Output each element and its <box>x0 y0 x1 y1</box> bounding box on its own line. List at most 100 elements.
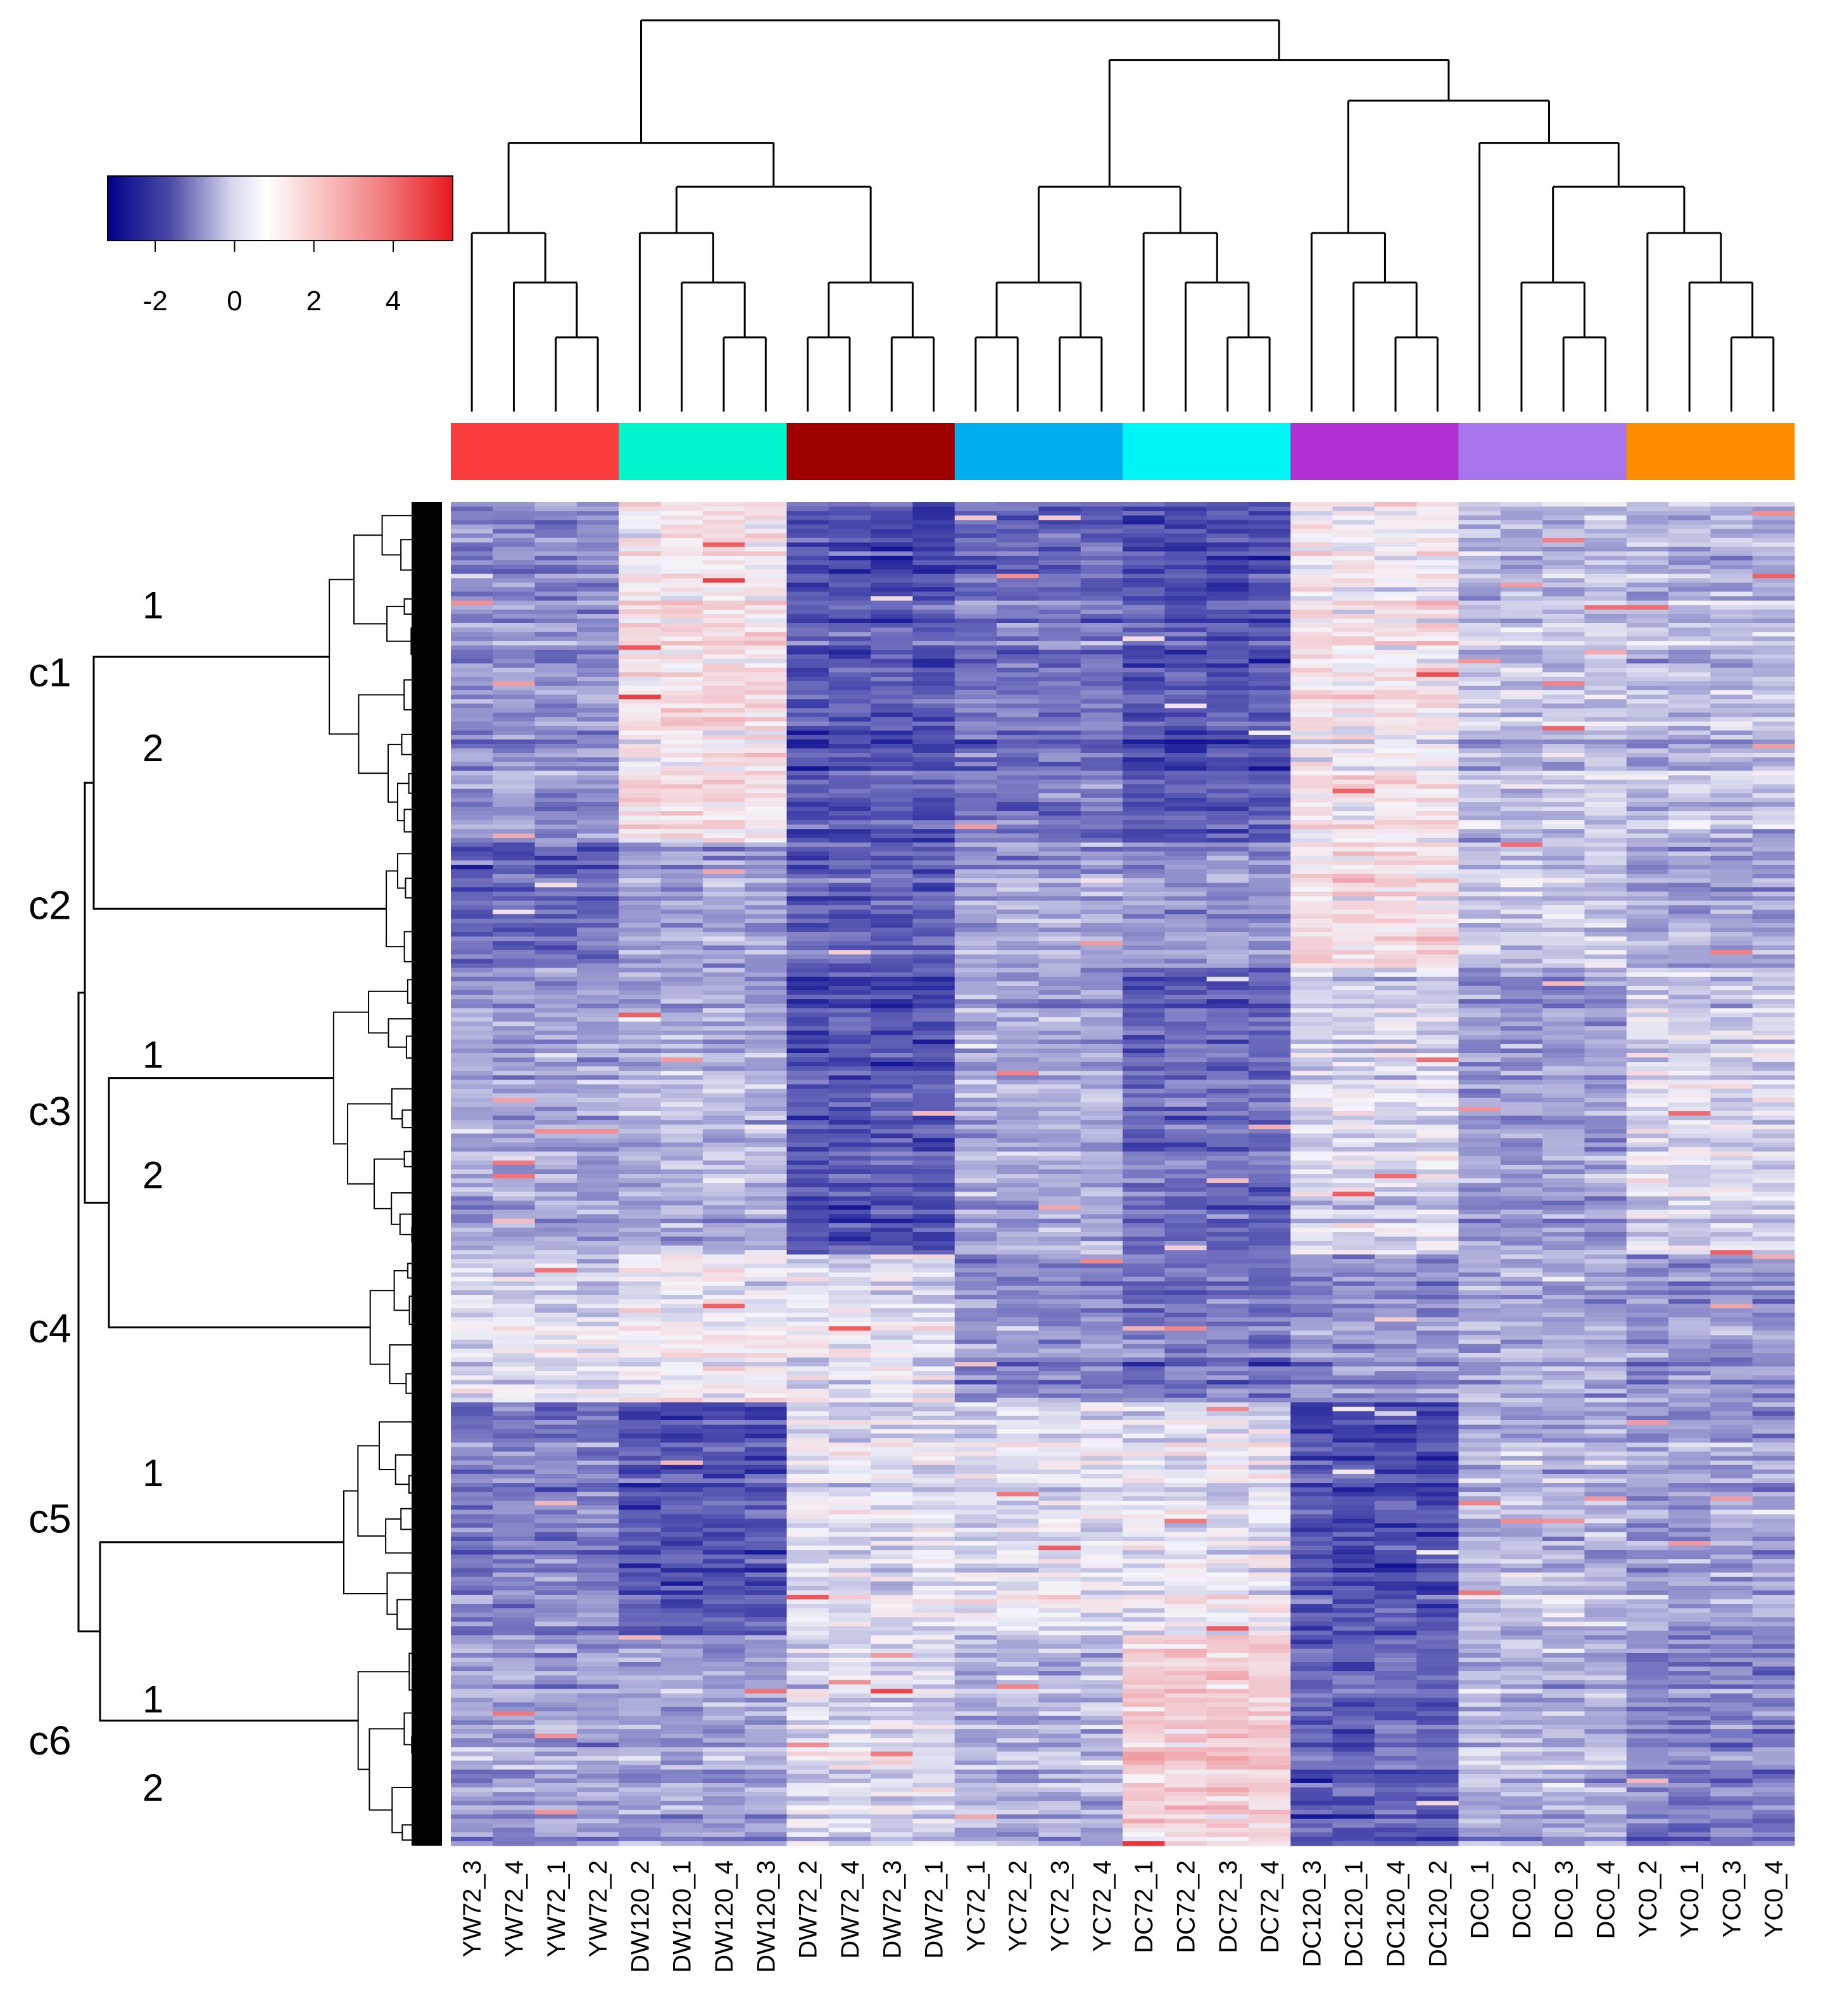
heatmap-cell <box>828 936 871 942</box>
heatmap-cell <box>1668 658 1711 664</box>
heatmap-cell <box>576 609 619 615</box>
heatmap-cell <box>1752 1102 1795 1107</box>
heatmap-cell <box>912 511 955 516</box>
heatmap-cell <box>745 1035 788 1040</box>
heatmap-cell <box>1500 909 1543 915</box>
heatmap-cell <box>1374 883 1417 888</box>
heatmap-cell <box>1248 896 1291 902</box>
heatmap-cell <box>1416 797 1459 803</box>
heatmap-cell <box>1416 860 1459 866</box>
heatmap-cell <box>997 551 1039 557</box>
heatmap-cell <box>1332 900 1375 906</box>
heatmap-cell <box>1290 686 1333 691</box>
heatmap-cell <box>493 1102 536 1107</box>
heatmap-cell <box>1584 891 1627 897</box>
heatmap-cell <box>1290 985 1333 991</box>
heatmap-cell <box>1542 712 1585 718</box>
heatmap-cell <box>1164 1043 1207 1049</box>
heatmap-cell <box>786 985 829 991</box>
heatmap-cell <box>1500 708 1543 714</box>
heatmap-cell <box>745 936 788 942</box>
heatmap-cell <box>745 743 788 749</box>
heatmap-cell <box>745 618 788 624</box>
heatmap-cell <box>1458 672 1501 677</box>
heatmap-cell <box>1458 976 1501 982</box>
heatmap-cell <box>1500 1106 1543 1112</box>
heatmap-cell <box>1123 963 1165 969</box>
heatmap-cell <box>619 766 662 771</box>
heatmap-cell <box>1206 663 1249 669</box>
heatmap-cell <box>1458 726 1501 731</box>
heatmap-cell <box>1206 641 1249 646</box>
heatmap-cell <box>576 811 619 816</box>
heatmap-cell <box>1123 1071 1165 1076</box>
heatmap-cell <box>534 874 577 879</box>
heatmap-cell <box>702 1147 745 1152</box>
heatmap-cell <box>828 641 871 646</box>
heatmap-cell <box>1332 1075 1375 1081</box>
heatmap-cell <box>1626 695 1669 700</box>
heatmap-cell <box>1038 658 1081 664</box>
heatmap-cell <box>619 681 662 686</box>
heatmap-cell <box>786 900 829 906</box>
heatmap-cell <box>1710 811 1753 816</box>
heatmap-cell <box>1500 627 1543 633</box>
heatmap-cell <box>1374 748 1417 753</box>
heatmap-cell <box>954 950 997 955</box>
heatmap-cell <box>1668 1164 1711 1170</box>
heatmap-cell <box>1668 766 1711 771</box>
heatmap-cell <box>1626 1043 1669 1049</box>
heatmap-cell <box>1080 766 1123 771</box>
heatmap-cell <box>828 1048 871 1054</box>
heatmap-cell <box>828 1075 871 1081</box>
heatmap-cell <box>576 766 619 771</box>
heatmap-cell <box>1710 622 1753 628</box>
heatmap-cell <box>1542 829 1585 835</box>
heatmap-cell <box>451 811 493 816</box>
heatmap-cell <box>1458 869 1501 874</box>
heatmap-cell <box>619 560 662 565</box>
heatmap-cell <box>1416 874 1459 879</box>
heatmap-cell <box>828 502 871 507</box>
heatmap-cell <box>576 507 619 512</box>
heatmap-cell <box>1710 999 1753 1004</box>
heatmap-cell <box>954 609 997 615</box>
heatmap-cell <box>786 600 829 606</box>
heatmap-cell <box>997 730 1039 736</box>
heatmap-cell <box>1123 1048 1165 1054</box>
heatmap-cell <box>451 636 493 641</box>
heatmap-cell <box>954 869 997 874</box>
heatmap-cell <box>1374 654 1417 660</box>
heatmap-cell <box>1710 1097 1753 1103</box>
heatmap-cell <box>1164 1164 1207 1170</box>
heatmap-cell <box>828 945 871 950</box>
heatmap-cell <box>912 878 955 883</box>
heatmap-cell <box>1416 927 1459 933</box>
heatmap-cell <box>1248 1093 1291 1099</box>
heatmap-cell <box>1752 771 1795 776</box>
heatmap-cell <box>1668 788 1711 794</box>
heatmap-cell <box>1542 833 1585 839</box>
heatmap-cell <box>1038 560 1081 565</box>
heatmap-cell <box>1038 726 1081 731</box>
heatmap-cell <box>1710 560 1753 565</box>
heatmap-cell <box>1080 927 1123 933</box>
heatmap-cell <box>1248 578 1291 583</box>
heatmap-cell <box>1710 976 1753 982</box>
heatmap-cell <box>576 972 619 978</box>
heatmap-cell <box>997 542 1039 548</box>
heatmap-cell <box>1542 1066 1585 1071</box>
heatmap-cell <box>871 802 914 807</box>
heatmap-cell <box>745 627 788 633</box>
heatmap-cell <box>1123 578 1165 583</box>
heatmap-cell <box>1416 976 1459 982</box>
heatmap-cell <box>1710 927 1753 933</box>
heatmap-cell <box>702 784 745 790</box>
heatmap-cell <box>660 524 703 530</box>
heatmap-cell <box>786 753 829 758</box>
heatmap-cell <box>745 511 788 516</box>
heatmap-cell <box>1500 703 1543 709</box>
heatmap-cell <box>1332 578 1375 583</box>
heatmap-cell <box>828 967 871 973</box>
heatmap-cell <box>1332 860 1375 866</box>
